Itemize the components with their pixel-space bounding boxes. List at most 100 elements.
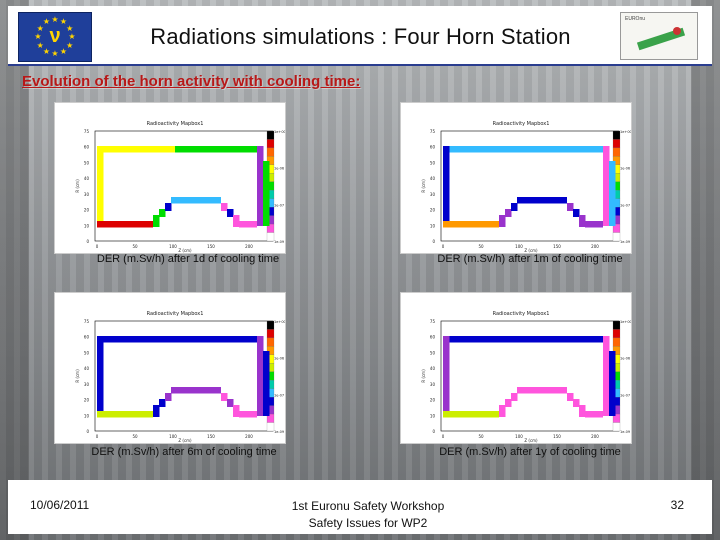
horn-right-wall	[603, 336, 610, 416]
y-tick-label: 20	[84, 398, 90, 403]
horn-left-wall	[97, 146, 104, 226]
horn-right-outer	[263, 351, 270, 416]
page-number: 32	[670, 498, 684, 512]
horn-bump-top	[517, 197, 567, 204]
x-tick-label: 200	[245, 434, 253, 439]
y-tick-label: 20	[84, 208, 90, 213]
horn-right-wall	[257, 146, 264, 226]
x-tick-label: 50	[478, 244, 484, 249]
x-tick-label: 100	[169, 244, 177, 249]
horn-left-wall	[97, 336, 104, 416]
horn-right-wall	[257, 336, 264, 416]
slide-header: ν ★ ★ ★ ★ ★ ★ ★ ★ ★ ★ ★ ★ Radiations simulations : …	[8, 6, 712, 66]
horn-right-wall	[603, 146, 610, 226]
color-scale-cell	[612, 320, 621, 330]
color-scale-label: 1e-06	[274, 357, 284, 361]
y-tick-label: 60	[84, 145, 90, 150]
x-tick-label: 150	[207, 434, 215, 439]
horn-bump-tail	[585, 411, 603, 418]
activity-map-panel-1d: Radioactivity Mapbox1 75 60 50 40 30 20 10 0 0 50 1…	[54, 102, 286, 254]
color-scale-cell	[612, 422, 621, 432]
x-tick-label: 0	[442, 244, 445, 249]
color-scale-label: 1e-07	[274, 393, 284, 397]
activity-map-panel-6m: Radioactivity Mapbox1 75 60 50 40 30 20 10 0 0 50 1…	[54, 292, 286, 444]
horn-bottom-band	[97, 221, 153, 228]
horn-bump-right-3	[233, 405, 240, 417]
horn-top-band	[443, 146, 521, 153]
footer-workshop: 1st Euronu Safety Workshop Safety Issues…	[238, 498, 498, 532]
flag-star-icon: ★	[66, 23, 74, 33]
horn-top-band-right	[175, 336, 263, 343]
x-axis-label: Z (cm)	[524, 438, 538, 443]
caption-1d: DER (m.Sv/h) after 1d of cooling time	[96, 253, 280, 265]
y-tick-label: 30	[430, 382, 436, 387]
horn-top-band	[97, 146, 175, 153]
flag-star-icon: ★	[68, 32, 76, 41]
color-scale-label: 1e-09	[274, 430, 284, 434]
y-tick-label: 50	[430, 160, 436, 165]
horn-bump-right-3	[579, 215, 586, 227]
x-tick-label: 200	[245, 244, 253, 249]
horn-bump-step	[511, 203, 518, 211]
logo-dot	[673, 27, 681, 35]
y-tick-label: 50	[430, 350, 436, 355]
y-tick-label: 20	[430, 398, 436, 403]
y-axis-label: R (cm)	[421, 179, 426, 193]
color-scale-label: 1e+00	[620, 320, 631, 324]
flag-star-icon: ★	[66, 40, 74, 50]
horn-bump-left	[499, 405, 506, 417]
flag-star-icon: ★	[36, 40, 44, 50]
horn-bump-right	[221, 203, 228, 211]
y-tick-label: 10	[84, 413, 90, 418]
y-tick-label: 0	[86, 239, 89, 244]
y-axis-label: R (cm)	[75, 369, 80, 383]
x-axis-label: Z (cm)	[524, 248, 538, 253]
color-scale-cell	[266, 337, 275, 347]
horn-top-band	[97, 336, 175, 343]
horn-left-wall	[443, 146, 450, 226]
x-tick-label: 150	[553, 434, 561, 439]
horn-bump-right-2	[573, 209, 580, 217]
flag-star-icon: ★	[59, 46, 68, 56]
y-tick-label: 50	[84, 160, 90, 165]
x-tick-label: 200	[591, 244, 599, 249]
flag-star-icon: ★	[36, 23, 44, 33]
color-scale-cell	[266, 147, 275, 157]
activity-map-panel-1m: Radioactivity Mapbox1 75 60 50 40 30 20 10 0 0 50 1…	[400, 102, 632, 254]
horn-bump-tail	[585, 221, 603, 228]
y-tick-label: 75	[84, 129, 90, 134]
color-scale-label: 1e-07	[620, 203, 630, 207]
color-scale-label: 1e-09	[620, 240, 630, 244]
flag-star-icon: ★	[42, 17, 51, 27]
caption-1m: DER (m.Sv/h) after 1m of cooling time	[437, 253, 623, 265]
horn-left-wall	[443, 336, 450, 416]
x-axis-label: Z (cm)	[178, 438, 192, 443]
y-tick-label: 10	[430, 413, 436, 418]
flag-star-icon: ★	[59, 17, 68, 27]
y-tick-label: 75	[430, 319, 436, 324]
y-tick-label: 40	[430, 366, 436, 371]
color-scale-cell	[266, 130, 275, 140]
horn-bottom-band	[443, 221, 499, 228]
x-tick-label: 150	[207, 244, 215, 249]
x-tick-label: 100	[515, 244, 523, 249]
horn-bump-step	[511, 393, 518, 401]
y-tick-label: 30	[430, 192, 436, 197]
x-tick-label: 50	[132, 244, 138, 249]
y-tick-label: 40	[430, 176, 436, 181]
activity-map-panel-1y: Radioactivity Mapbox1 75 60 50 40 30 20 10 0 0 50 1…	[400, 292, 632, 444]
x-tick-label: 50	[478, 434, 484, 439]
horn-top-band	[443, 336, 521, 343]
y-tick-label: 10	[84, 223, 90, 228]
x-tick-label: 100	[515, 434, 523, 439]
color-scale-cell	[612, 337, 621, 347]
horn-bump-right	[567, 393, 574, 401]
footer-line-2: Safety Issues for WP2	[308, 516, 428, 530]
euronu-logo: EUROnu	[620, 12, 698, 60]
color-scale-cell	[612, 147, 621, 157]
slide-subtitle: Evolution of the horn activity with cool…	[22, 73, 361, 90]
horn-bump-top	[171, 387, 221, 394]
y-tick-label: 30	[84, 382, 90, 387]
y-tick-label: 50	[84, 350, 90, 355]
y-tick-label: 0	[86, 429, 89, 434]
